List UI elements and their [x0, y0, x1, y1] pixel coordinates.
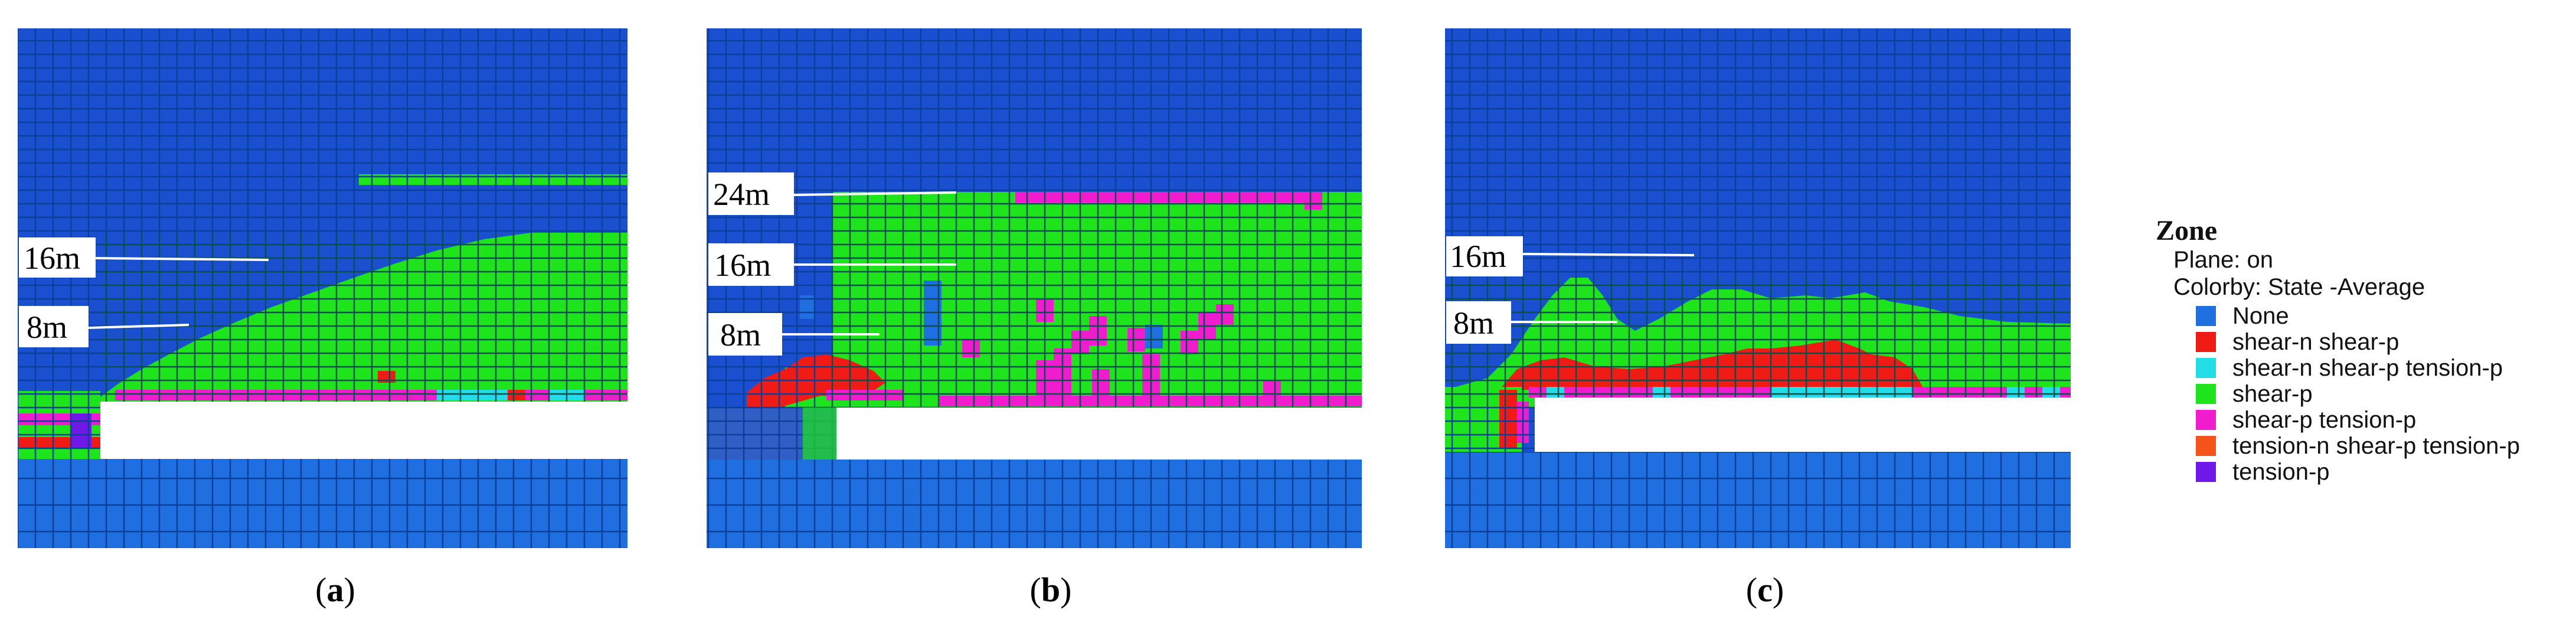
legend-title: Zone — [2156, 215, 2218, 246]
panel-a-label-16m: 16m — [24, 240, 80, 276]
panel-b-label-24m: 24m — [713, 177, 770, 212]
panel-b-label-16m: 16m — [714, 247, 771, 283]
legend-swatch — [2196, 332, 2216, 352]
panel-c-leader-16m — [1522, 253, 1695, 256]
legend-swatch — [2196, 462, 2216, 482]
panel-a-tunnel — [100, 402, 627, 459]
panel-c-label-8m: 8m — [1453, 305, 1494, 341]
panel-a-leader-16m — [94, 257, 269, 261]
legend-item-label: tension-p — [2232, 458, 2330, 485]
legend-items: None shear-n shear-p shear-n shear-p ten… — [2156, 303, 2569, 485]
legend-item-label: shear-p tension-p — [2232, 406, 2417, 433]
legend-item-tension-n-shear-p-tension-p: tension-n shear-p tension-p — [2196, 433, 2569, 459]
panel-a-leader-8m — [88, 324, 189, 329]
panel-c-tunnel — [1535, 398, 2071, 452]
legend: Zone Plane: on Colorby: State -Average N… — [2156, 216, 2569, 485]
legend-item-label: shear-n shear-p tension-p — [2232, 354, 2503, 381]
panel-c-caption: (c) — [1745, 571, 1784, 609]
legend-swatch — [2196, 358, 2216, 378]
legend-swatch — [2196, 384, 2216, 404]
panel-b-caption: (b) — [1029, 571, 1072, 609]
panel-b-mesh — [707, 28, 1362, 548]
legend-swatch — [2196, 436, 2216, 456]
legend-item-shear-n-shear-p-tension-p: shear-n shear-p tension-p — [2196, 355, 2569, 381]
legend-item-shear-p-tension-p: shear-p tension-p — [2196, 407, 2569, 433]
panel-b-tunnel — [836, 408, 1362, 460]
panel-c-mesh — [1445, 28, 2071, 548]
panel-c-label-16m: 16m — [1450, 239, 1506, 274]
legend-colorby: Colorby: State -Average — [2173, 274, 2425, 300]
legend-item-label: shear-p — [2232, 380, 2313, 407]
panel-a-mesh — [18, 28, 627, 548]
legend-item-tension-p: tension-p — [2196, 459, 2569, 485]
legend-item-shear-p: shear-p — [2196, 381, 2569, 407]
panel-a-caption: (a) — [315, 571, 355, 609]
legend-item-label: tension-n shear-p tension-p — [2232, 432, 2520, 459]
legend-plane: Plane: on — [2173, 247, 2274, 273]
depth-labels: 16m 8m 24m 16m 8m 16m 8m — [19, 172, 1523, 356]
panel-a-label-8m: 8m — [27, 310, 67, 345]
legend-item-shear-n-shear-p: shear-n shear-p — [2196, 329, 2569, 355]
legend-item-label: None — [2232, 302, 2289, 329]
legend-item-label: shear-n shear-p — [2232, 328, 2400, 355]
legend-swatch — [2196, 306, 2216, 326]
legend-item-none: None — [2196, 303, 2569, 329]
panel-b-label-8m: 8m — [720, 317, 761, 353]
panel-b-leader-24m — [793, 191, 957, 196]
legend-swatch — [2196, 410, 2216, 430]
